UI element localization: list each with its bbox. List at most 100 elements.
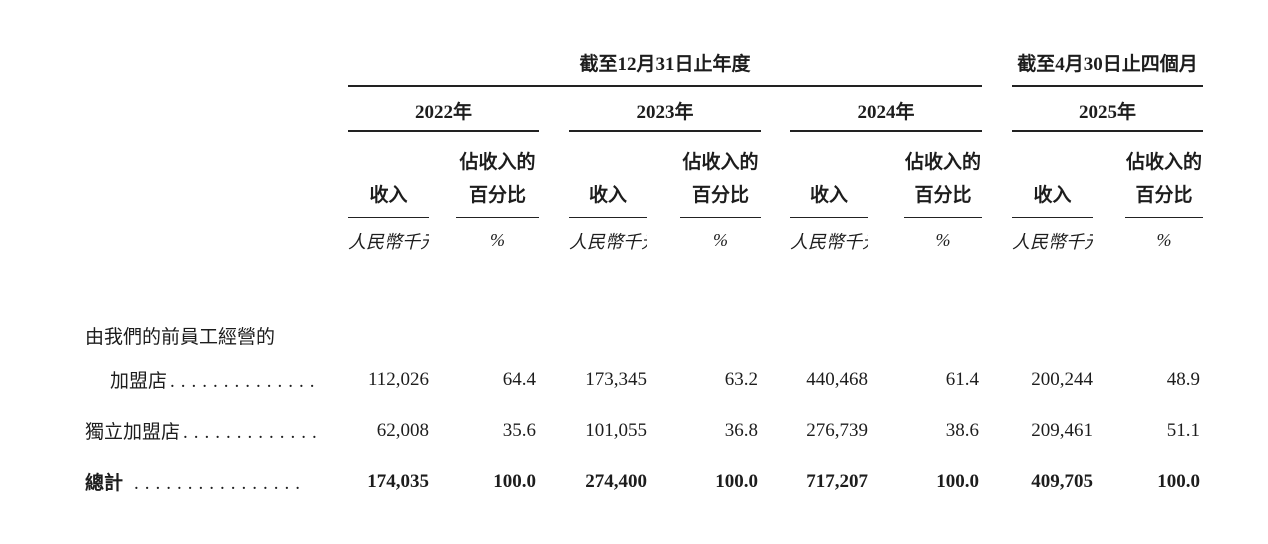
pct-2023: 63.2 xyxy=(724,368,758,390)
gap-cell xyxy=(539,131,569,217)
row-label: 獨立加盟店............. xyxy=(85,422,323,443)
gap-cell xyxy=(982,354,1012,405)
row-independent-franchise: 獨立加盟店............. 62,008 35.6 101,055 3… xyxy=(85,405,1203,456)
pct-2025: 100.0 xyxy=(1157,470,1200,492)
gap-cell xyxy=(982,217,1012,264)
col-header-pct-2022: 佔收入的 百分比 xyxy=(456,131,539,218)
revenue-2024: 717,207 xyxy=(806,470,868,492)
gap-cell xyxy=(982,39,1012,86)
row-label: 加盟店.............. xyxy=(110,371,321,392)
unit-row: 人民幣千元 % 人民幣千元 % 人民幣千元 % 人民幣千元 % xyxy=(85,217,1203,264)
revenue-2023: 101,055 xyxy=(585,419,647,441)
period-header-interim-label: 截至4月30日止四個月 xyxy=(1017,54,1198,75)
revenue-2024: 276,739 xyxy=(806,419,868,441)
spacer-row xyxy=(85,264,1203,316)
gap-cell xyxy=(761,354,790,405)
revenue-2024: 440,468 xyxy=(806,368,868,390)
unit-pct-2022: % xyxy=(490,230,505,251)
gap-cell xyxy=(868,456,904,507)
year-2022: 2022年 xyxy=(348,86,539,132)
year-header-row: 2022年 2023年 2024年 2025年 xyxy=(85,86,1203,132)
year-2023: 2023年 xyxy=(569,86,761,132)
gap-cell xyxy=(761,86,790,131)
empty-cell xyxy=(348,316,1203,354)
revenue-2023: 274,400 xyxy=(585,470,647,492)
gap-cell xyxy=(868,405,904,456)
year-2024: 2024年 xyxy=(790,86,982,132)
dot-leader: .............. xyxy=(170,371,321,392)
gap-cell xyxy=(539,86,569,131)
unit-revenue-2022: 人民幣千元 xyxy=(348,231,429,252)
gap-cell xyxy=(761,456,790,507)
dot-leader: ................ xyxy=(134,473,307,494)
col-header-revenue-2024: 收入 xyxy=(790,131,868,218)
revenue-2022: 62,008 xyxy=(376,419,429,441)
gap-cell xyxy=(982,405,1012,456)
gap-cell xyxy=(429,405,456,456)
unit-revenue-2023: 人民幣千元 xyxy=(569,231,647,252)
col-header-pct-2024: 佔收入的 百分比 xyxy=(904,131,982,218)
revenue-2025: 209,461 xyxy=(1031,419,1093,441)
pct-2024: 100.0 xyxy=(936,470,979,492)
period-header-row: 截至12月31日止年度 截至4月30日止四個月 xyxy=(85,39,1203,87)
gap-cell xyxy=(1093,131,1125,217)
empty-cell xyxy=(85,131,348,217)
column-header-row: 收入 佔收入的 百分比 收入 佔收入的 百分比 收入 佔收入的 百分比 收入 佔收入的… xyxy=(85,131,1203,218)
row-label: 總計................ xyxy=(85,473,307,494)
row-label-line1: 由我們的前員工經營的 xyxy=(85,326,276,348)
pct-2025: 48.9 xyxy=(1166,368,1200,390)
gap-cell xyxy=(539,354,569,405)
empty-cell xyxy=(85,217,348,264)
gap-cell xyxy=(761,405,790,456)
unit-revenue-2024: 人民幣千元 xyxy=(790,231,868,252)
period-header-annual-label: 截至12月31日止年度 xyxy=(579,54,751,75)
pct-2022: 100.0 xyxy=(493,470,536,492)
gap-cell xyxy=(868,217,904,264)
gap-cell xyxy=(1093,217,1125,264)
revenue-2025: 200,244 xyxy=(1031,368,1093,390)
unit-pct-2023: % xyxy=(713,230,728,251)
col-header-revenue-2023: 收入 xyxy=(569,131,647,218)
gap-cell xyxy=(1093,354,1125,405)
pct-2022: 35.6 xyxy=(502,419,536,441)
gap-cell xyxy=(1093,456,1125,507)
col-header-revenue-2022: 收入 xyxy=(348,131,429,218)
col-header-pct-2025: 佔收入的 百分比 xyxy=(1125,131,1203,218)
pct-2022: 64.4 xyxy=(502,368,536,390)
gap-cell xyxy=(982,131,1012,217)
empty-cell xyxy=(85,39,348,86)
gap-cell xyxy=(1093,405,1125,456)
gap-cell xyxy=(429,131,456,217)
gap-cell xyxy=(761,131,790,217)
gap-cell xyxy=(647,217,680,264)
gap-cell xyxy=(539,405,569,456)
gap-cell xyxy=(647,456,680,507)
revenue-2022: 112,026 xyxy=(367,368,429,390)
unit-pct-2024: % xyxy=(935,230,951,251)
row-franchise-former-employees: 加盟店.............. 112,026 64.4 173,345 6… xyxy=(85,354,1203,405)
unit-pct-2025: % xyxy=(1156,230,1172,251)
col-header-revenue-2025: 收入 xyxy=(1012,131,1093,218)
pct-2025: 51.1 xyxy=(1166,419,1200,441)
gap-cell xyxy=(761,217,790,264)
row-franchise-former-employees-label: 由我們的前員工經營的 xyxy=(85,316,1203,354)
gap-cell xyxy=(868,131,904,217)
pct-2024: 61.4 xyxy=(945,368,979,390)
unit-revenue-2025: 人民幣千元 xyxy=(1012,231,1093,252)
gap-cell xyxy=(429,217,456,264)
pct-2023: 100.0 xyxy=(715,470,758,492)
gap-cell xyxy=(982,86,1012,131)
gap-cell xyxy=(647,354,680,405)
gap-cell xyxy=(647,405,680,456)
gap-cell xyxy=(647,131,680,217)
gap-cell xyxy=(539,217,569,264)
row-total: 總計................ 174,035 100.0 274,400… xyxy=(85,456,1203,507)
revenue-2023: 173,345 xyxy=(585,368,647,390)
gap-cell xyxy=(429,456,456,507)
period-header-interim: 截至4月30日止四個月 xyxy=(1012,39,1203,87)
period-header-annual: 截至12月31日止年度 xyxy=(348,39,982,87)
pct-2023: 36.8 xyxy=(724,419,758,441)
dot-leader: ............. xyxy=(183,422,323,443)
year-2025: 2025年 xyxy=(1012,86,1203,132)
